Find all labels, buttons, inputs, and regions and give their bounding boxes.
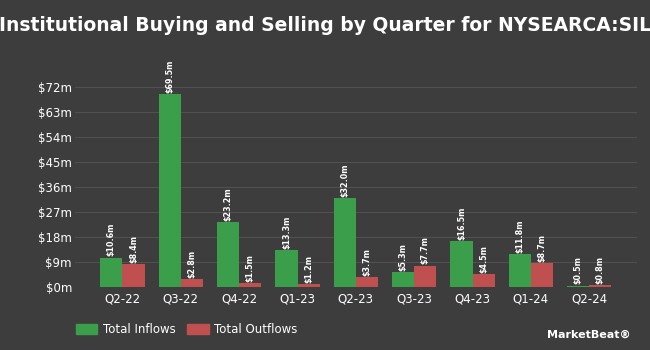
Bar <box>122 264 145 287</box>
Text: $0.5m: $0.5m <box>574 257 582 285</box>
Text: $1.2m: $1.2m <box>304 254 313 282</box>
Text: $8.4m: $8.4m <box>129 234 138 262</box>
Text: $10.6m: $10.6m <box>107 223 116 257</box>
Text: $5.3m: $5.3m <box>398 243 408 271</box>
Bar <box>590 285 612 287</box>
Text: $13.3m: $13.3m <box>282 216 291 249</box>
Text: $3.7m: $3.7m <box>363 248 371 275</box>
Text: $16.5m: $16.5m <box>457 206 466 240</box>
Bar <box>473 274 495 287</box>
Bar <box>181 279 203 287</box>
Legend: Total Inflows, Total Outflows: Total Inflows, Total Outflows <box>71 318 303 341</box>
Text: $2.8m: $2.8m <box>187 250 196 278</box>
Text: $32.0m: $32.0m <box>341 163 349 197</box>
Bar <box>392 272 414 287</box>
Bar <box>414 266 436 287</box>
Text: Institutional Buying and Selling by Quarter for NYSEARCA:SIL: Institutional Buying and Selling by Quar… <box>0 16 650 35</box>
Text: $7.7m: $7.7m <box>421 237 430 265</box>
Text: $69.5m: $69.5m <box>165 59 174 92</box>
Bar <box>276 250 298 287</box>
Bar <box>509 254 531 287</box>
Bar <box>298 284 320 287</box>
Text: $8.7m: $8.7m <box>538 234 547 262</box>
Bar <box>531 263 553 287</box>
Bar <box>100 258 122 287</box>
Bar <box>159 94 181 287</box>
Bar <box>356 277 378 287</box>
Bar <box>217 223 239 287</box>
Text: $4.5m: $4.5m <box>479 245 488 273</box>
Bar <box>567 286 590 287</box>
Text: $1.5m: $1.5m <box>246 254 255 282</box>
Text: $23.2m: $23.2m <box>224 188 233 221</box>
Bar <box>333 198 356 287</box>
Text: MarketBeat®: MarketBeat® <box>547 329 630 340</box>
Text: $0.8m: $0.8m <box>596 256 605 284</box>
Bar <box>450 241 473 287</box>
Text: $11.8m: $11.8m <box>515 219 525 253</box>
Bar <box>239 283 261 287</box>
